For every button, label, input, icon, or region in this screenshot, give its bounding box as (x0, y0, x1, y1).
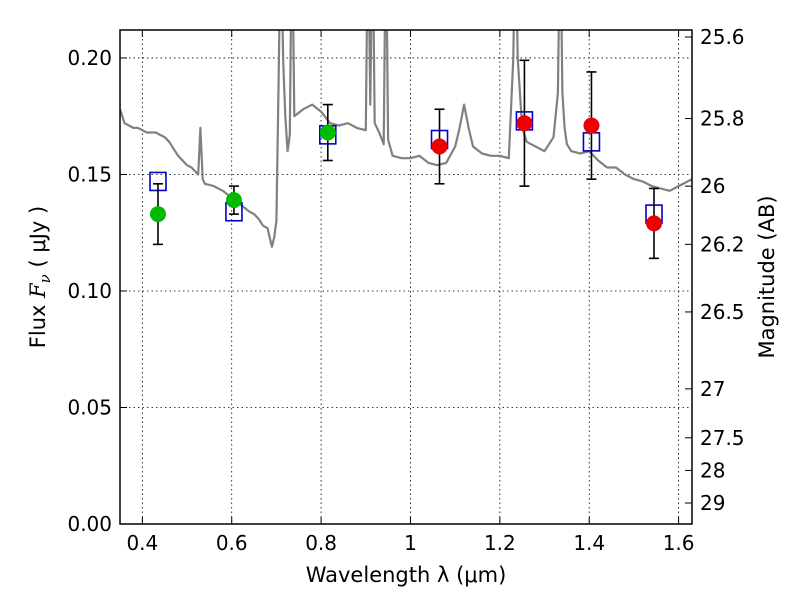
model-spectrum-line (120, 30, 692, 248)
grid-lines (120, 30, 692, 525)
x-tick-label: 1.2 (484, 531, 516, 555)
x-tick-label: 1.4 (573, 531, 605, 555)
x-tick-label: 1 (404, 531, 417, 555)
y-tick-label: 0.10 (67, 279, 112, 303)
observed-flux-point (516, 115, 533, 132)
plot-frame (119, 29, 693, 525)
y2-axis-label: Magnitude (AB) (755, 195, 779, 358)
y2-tick-label: 26.2 (700, 232, 745, 256)
observed-flux-point (225, 192, 242, 209)
y-tick-label: 0.20 (67, 46, 112, 70)
y-tick-label: 0.00 (67, 512, 112, 536)
y-tick-label: 0.05 (67, 395, 112, 419)
y2-tick-label: 27 (700, 377, 725, 401)
y2-tick-label: 28 (700, 458, 725, 482)
plot-data-layer (120, 30, 692, 260)
y-tick-label: 0.15 (67, 162, 112, 186)
y-axis-label-subscript: ν (36, 274, 54, 283)
y-axis-label-symbol: F (26, 282, 50, 299)
observed-flux-point (431, 138, 448, 155)
x-tick-label: 0.8 (305, 531, 337, 555)
y2-tick-label: 26 (700, 174, 725, 198)
y-axis-label-units: ( μJy ) (26, 206, 50, 274)
x-tick-label: 0.4 (126, 531, 158, 555)
observed-flux-point (319, 124, 336, 141)
y2-tick-label: 25.8 (700, 107, 745, 131)
observed-flux-point (646, 215, 663, 232)
y2-tick-label: 29 (700, 491, 725, 515)
y2-tick-label: 26.5 (700, 300, 745, 324)
observed-flux-point (583, 117, 600, 134)
y-axis-label-text: Flux (26, 298, 50, 348)
x-axis-label: Wavelength λ (μm) (306, 563, 507, 587)
y-axis-label: Flux Fν ( μJy ) (26, 206, 54, 348)
x-tick-label: 0.6 (216, 531, 248, 555)
observed-flux-point (149, 206, 166, 223)
y2-tick-label: 27.5 (700, 426, 745, 450)
x-tick-label: 1.6 (663, 531, 695, 555)
y2-tick-label: 25.6 (700, 25, 745, 49)
axes-ticks: 0.4 0.6 0.8 1 1.2 1.4 1.6 0.00 0.05 0.10 0.15 0.20 2… (67, 25, 744, 555)
